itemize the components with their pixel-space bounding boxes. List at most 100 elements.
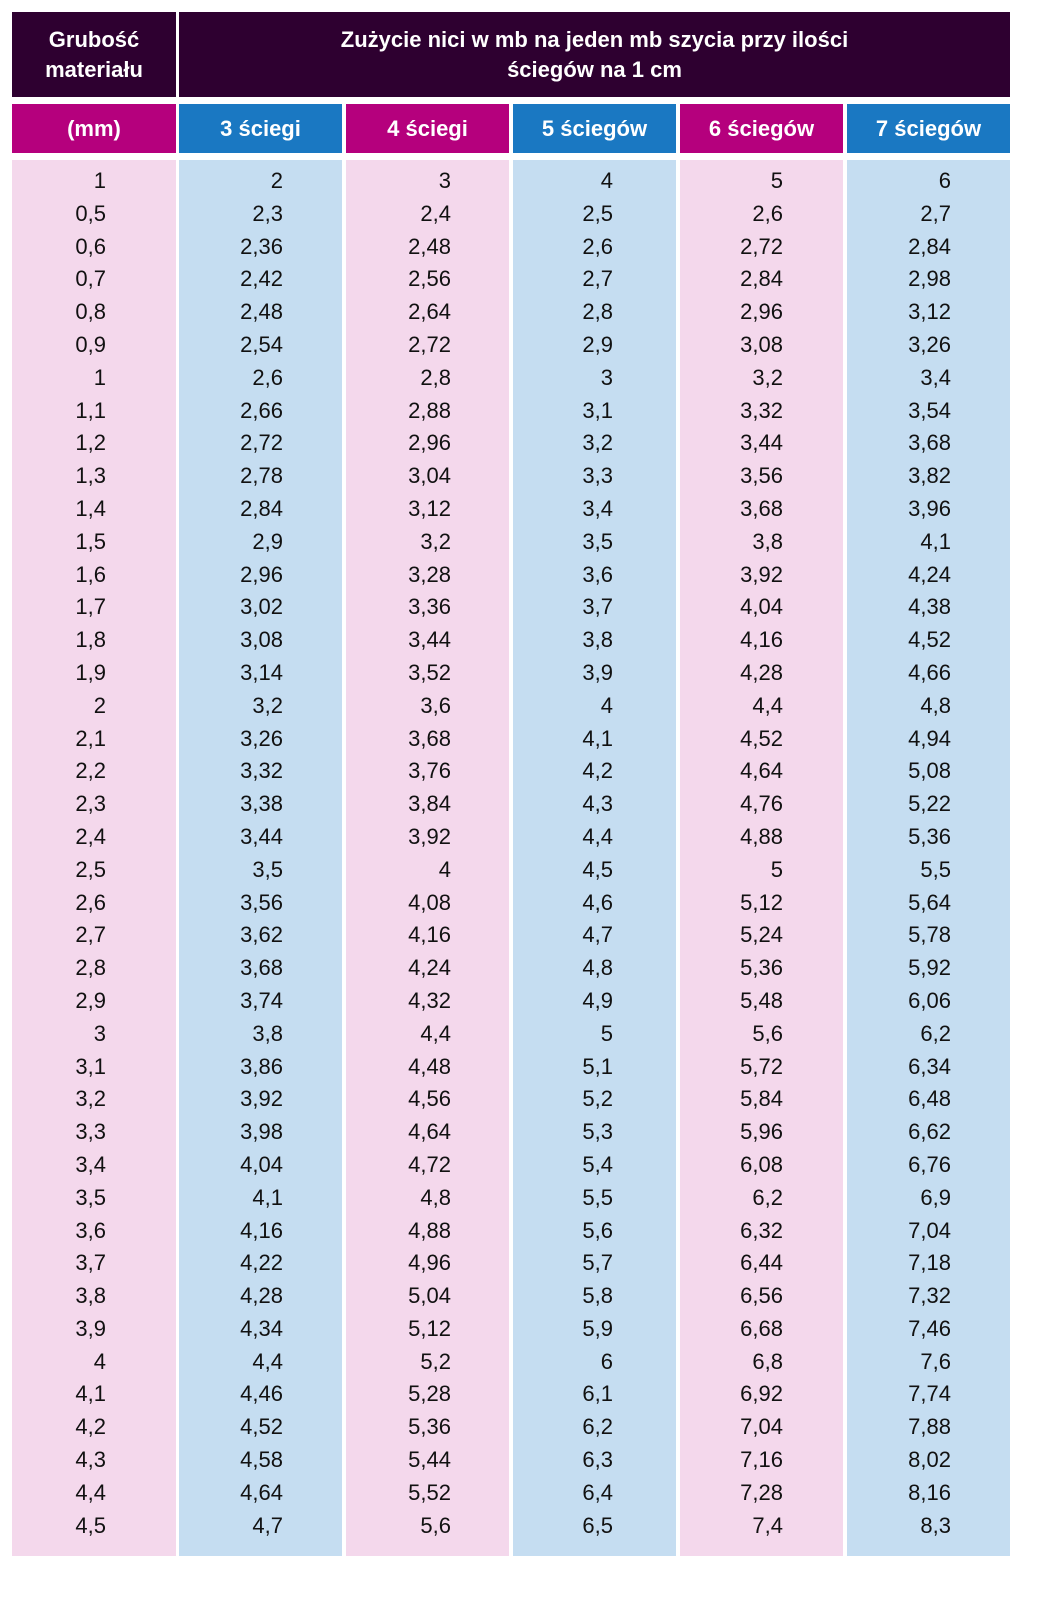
table-cell: 4,38: [908, 594, 951, 620]
table-cell: 1,6: [75, 561, 106, 587]
column-header-7: 7 ściegów: [847, 104, 1010, 153]
table-cell: 3,1: [75, 1053, 106, 1079]
table-cell: 4,04: [740, 594, 783, 620]
table-cell: 3,56: [240, 889, 283, 915]
table-cell: 5,2: [582, 1086, 613, 1112]
table-cell: 6,48: [908, 1086, 951, 1112]
table-cell: 1,7: [75, 594, 106, 620]
table-cell: 5,6: [420, 1512, 451, 1538]
table-cell: 3,86: [240, 1053, 283, 1079]
table-cell: 5,22: [908, 791, 951, 817]
table-cell: 2,6: [582, 233, 613, 259]
table-cell: 4,48: [408, 1053, 451, 1079]
table-cell: 3,8: [582, 627, 613, 653]
table-cell: 2,96: [240, 561, 283, 587]
table-cell: 3,08: [740, 331, 783, 357]
table-cell: 2,9: [252, 528, 283, 554]
table-cell: 4,16: [408, 922, 451, 948]
table-cell: 5,1: [582, 1053, 613, 1079]
table-cell: 2,84: [740, 266, 783, 292]
table-cell: 4,64: [408, 1119, 451, 1145]
table-cell: 5,5: [920, 856, 951, 882]
column-header-5: 5 ściegów: [513, 104, 676, 153]
table-cell: 3,56: [740, 463, 783, 489]
table-cell: 6,08: [740, 1151, 783, 1177]
table-cell: 2,84: [240, 495, 283, 521]
table-cell: 3,14: [240, 659, 283, 685]
table-cell: 3,52: [408, 659, 451, 685]
table-cell: 4,7: [252, 1512, 283, 1538]
table-cell: 3,6: [75, 1217, 106, 1243]
table-cell: 2,4: [75, 823, 106, 849]
table-cell: 3,84: [408, 791, 451, 817]
table-cell: 1,8: [75, 627, 106, 653]
table-cell: 3,98: [240, 1119, 283, 1145]
table-cell: 4,4: [420, 1020, 451, 1046]
column-header-4: 4 ściegi: [346, 104, 509, 153]
table-cell: 5,6: [752, 1020, 783, 1046]
table-cell: 3,38: [240, 791, 283, 817]
table-cell: 4,9: [582, 987, 613, 1013]
table-cell: 2,98: [908, 266, 951, 292]
table-cell: 3,82: [908, 463, 951, 489]
table-cell: 4,7: [582, 922, 613, 948]
table-cell: 3,44: [408, 627, 451, 653]
table-cell: 5,5: [582, 1184, 613, 1210]
table-cell: 3,1: [582, 397, 613, 423]
table-cell: 4,28: [740, 659, 783, 685]
table-cell: 4,3: [75, 1447, 106, 1473]
table-cell: 6,34: [908, 1053, 951, 1079]
table-cell: 3,9: [582, 659, 613, 685]
table-cell: 1,2: [75, 430, 106, 456]
table-cell: 4: [438, 856, 451, 882]
table-cell: 4,5: [75, 1512, 106, 1538]
table-cell: 2,3: [75, 791, 106, 817]
table-cell: 3,54: [908, 397, 951, 423]
table-cell: 4,96: [408, 1250, 451, 1276]
table-cell: 3,68: [740, 495, 783, 521]
table-cell: 4,64: [740, 758, 783, 784]
table-cell: 4,32: [408, 987, 451, 1013]
table-cell: 3,44: [740, 430, 783, 456]
table-cell: 3,2: [420, 528, 451, 554]
table-cell: 3,12: [908, 299, 951, 325]
table-cell: 2,36: [240, 233, 283, 259]
table-cell: 3,26: [240, 725, 283, 751]
table-cell: 4,1: [582, 725, 613, 751]
table-cell: 4,22: [240, 1250, 283, 1276]
table-cell: 6,2: [920, 1020, 951, 1046]
table-cell: 5,7: [582, 1250, 613, 1276]
table-cell: 4: [600, 692, 613, 718]
table-cell: 5,04: [408, 1283, 451, 1309]
table-cell: 1: [93, 168, 106, 193]
table-cell: 4,76: [740, 791, 783, 817]
table-cell: 4,3: [582, 791, 613, 817]
table-cell: 5,36: [408, 1414, 451, 1440]
table-cell: 5,92: [908, 955, 951, 981]
table-cell: 4,04: [240, 1151, 283, 1177]
table-cell: 4,8: [420, 1184, 451, 1210]
table-cell: 7,6: [920, 1348, 951, 1374]
table-cell: 3,7: [75, 1250, 106, 1276]
table-cell: 3,74: [240, 987, 283, 1013]
table-cell: 3,8: [752, 528, 783, 554]
table-cell: 6: [600, 1348, 613, 1374]
table-cell: 5: [770, 856, 783, 882]
table-cell: 2,66: [240, 397, 283, 423]
table-cell: 5,8: [582, 1283, 613, 1309]
table-cell: 3,4: [582, 495, 613, 521]
table-cell: 2,84: [908, 233, 951, 259]
table-cell: 6,76: [908, 1151, 951, 1177]
table-cell: 2,64: [408, 299, 451, 325]
table-cell: 6,3: [582, 1447, 613, 1473]
table-cell: 6,1: [582, 1381, 613, 1407]
table-cell: 7,46: [908, 1315, 951, 1341]
table-cell: 2,88: [408, 397, 451, 423]
table-cell: 1,4: [75, 495, 106, 521]
table-cell: 5,36: [740, 955, 783, 981]
table-cell: 6,06: [908, 987, 951, 1013]
table-cell: 4,24: [408, 955, 451, 981]
table-cell: 1,1: [75, 397, 106, 423]
table-cell: 7,32: [908, 1283, 951, 1309]
table-cell: 5,64: [908, 889, 951, 915]
